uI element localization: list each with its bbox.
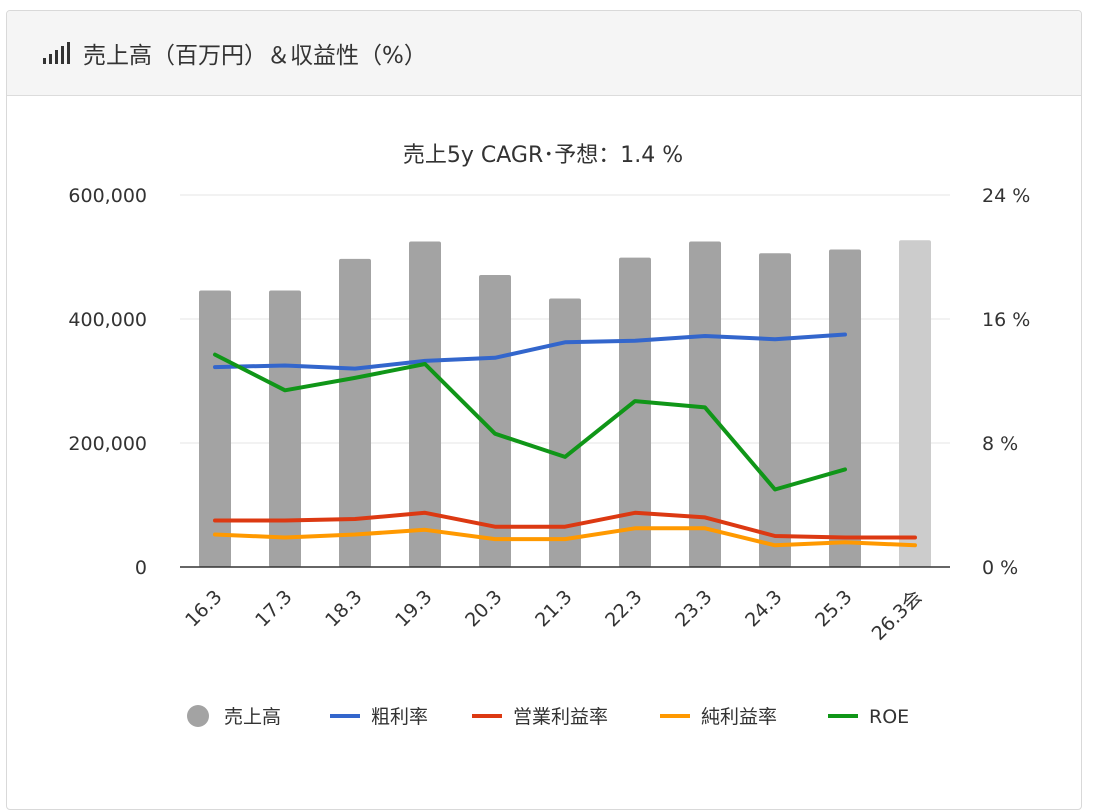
bar-26.3会 — [899, 240, 931, 567]
line-営業利益率 — [213, 510, 917, 540]
chart-title: 売上5y CAGR･予想：1.4 % — [403, 143, 683, 168]
bar-24.3 — [759, 253, 791, 567]
line-粗利率 — [213, 332, 847, 371]
y-left-tick-label: 400,000 — [68, 309, 147, 331]
x-tick-label: 19.3 — [391, 586, 436, 631]
bar-series — [199, 240, 931, 567]
y-right-tick-label: 16 % — [982, 309, 1030, 331]
bar-20.3 — [479, 274, 511, 567]
line-純利益率 — [213, 526, 917, 548]
line-series — [213, 332, 917, 548]
x-tick-label: 25.3 — [811, 586, 856, 631]
card-header: 売上高（百万円）＆収益性（%） — [7, 11, 1081, 96]
y-right-tick-label: 8 % — [982, 433, 1018, 455]
bar-22.3 — [619, 257, 651, 567]
x-tick-label: 20.3 — [461, 586, 506, 631]
x-tick-label: 21.3 — [531, 586, 576, 631]
card-title: 売上高（百万円）＆収益性（%） — [83, 43, 427, 69]
bar-19.3 — [409, 241, 441, 567]
legend-label: 粗利率 — [371, 706, 428, 728]
y-right-tick-label: 24 % — [982, 185, 1030, 207]
bar-21.3 — [549, 298, 581, 567]
legend: 売上高 粗利率 営業利益率 純利益率 ROE — [187, 705, 909, 728]
bar-17.3 — [269, 290, 301, 567]
y-left-tick-label: 600,000 — [68, 185, 147, 207]
signal-bars-icon — [43, 42, 73, 64]
line-ROE — [213, 352, 847, 492]
y-right-tick-label: 0 % — [982, 557, 1018, 579]
x-tick-label: 26.3会 — [868, 586, 927, 645]
legend-label: ROE — [869, 706, 909, 728]
x-tick-label: 22.3 — [601, 586, 646, 631]
legend-label: 営業利益率 — [513, 706, 608, 728]
x-tick-label: 16.3 — [181, 586, 226, 631]
bar-23.3 — [689, 241, 721, 567]
y-left-tick-label: 0 — [135, 557, 147, 579]
bar-25.3 — [829, 249, 861, 567]
x-tick-label: 24.3 — [741, 586, 786, 631]
x-tick-label: 18.3 — [321, 586, 366, 631]
legend-label: 純利益率 — [701, 706, 777, 728]
bar-18.3 — [339, 258, 371, 567]
bar-16.3 — [199, 290, 231, 567]
legend-swatch — [187, 705, 209, 727]
x-tick-label: 23.3 — [671, 586, 716, 631]
x-tick-label: 17.3 — [251, 586, 296, 631]
y-left-tick-label: 200,000 — [68, 433, 147, 455]
legend-label: 売上高 — [224, 706, 281, 728]
